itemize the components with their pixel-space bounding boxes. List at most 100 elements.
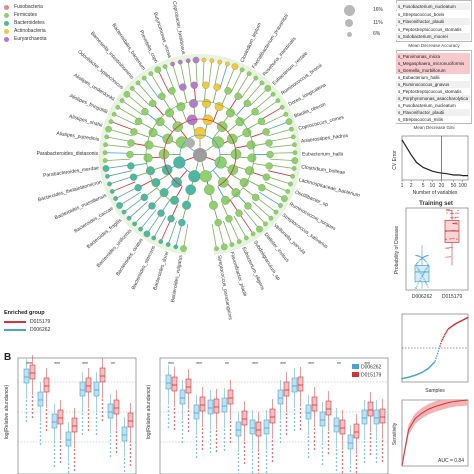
box2-point <box>457 212 459 214</box>
mda-axis-label: Mean Decrease Accuracy <box>408 43 460 48</box>
b-box <box>93 381 100 397</box>
b-outlier <box>299 408 302 410</box>
tree-branch <box>106 136 132 143</box>
phylum-legend-item: Fusobacteria <box>4 3 84 11</box>
tree-tip-node <box>105 173 110 179</box>
b-outlier <box>321 447 324 449</box>
b-outlier <box>81 417 84 419</box>
b-outlier <box>59 445 62 447</box>
b-outlier <box>327 440 330 442</box>
b-outlier <box>115 431 118 433</box>
b-outlier <box>181 425 184 427</box>
tree-inner-node <box>141 108 149 116</box>
tree-branch <box>235 73 250 96</box>
tree-tip-node <box>288 181 293 187</box>
phylum-legend-item: Firmicutes <box>4 11 84 19</box>
b-outlier <box>209 443 212 445</box>
tree-inner-node <box>199 170 212 183</box>
mdg-feature: s_Parvimonas_micra <box>396 53 470 60</box>
b-outlier <box>375 461 378 463</box>
box1-point <box>420 256 422 258</box>
box1-point <box>423 278 425 280</box>
tree-tip-node <box>292 142 297 148</box>
phylum-label: Firmicutes <box>14 12 38 18</box>
b-outlier <box>95 425 98 427</box>
b-box <box>121 426 128 442</box>
box1-point <box>419 256 421 258</box>
b-outlier <box>73 449 76 451</box>
b-box <box>171 376 178 392</box>
tree-branch <box>140 209 157 230</box>
b-outlier <box>313 440 316 442</box>
tree-tip-node <box>291 157 299 164</box>
b-outlier <box>25 408 28 410</box>
b-outlier <box>313 428 316 430</box>
tree-branch <box>137 82 155 103</box>
tree-branch <box>105 158 131 162</box>
b-outlier <box>187 422 190 424</box>
b-outlier <box>187 418 190 420</box>
tree-branch <box>240 77 257 99</box>
b-outlier <box>271 440 274 442</box>
box2-point <box>448 209 450 212</box>
b-outlier <box>53 465 56 467</box>
sorted-point <box>444 332 447 335</box>
b-outlier <box>237 461 240 463</box>
tree-inner-node <box>185 184 196 196</box>
b-outlier <box>375 457 378 459</box>
tree-tip-node <box>220 243 228 251</box>
size-label-small: 6% <box>373 31 381 37</box>
sorted-point <box>446 329 448 332</box>
tree-inner-node <box>179 83 187 91</box>
b-outlier <box>279 441 282 443</box>
size-legend: 16% 11% 6% <box>344 3 394 39</box>
tree-inner-node <box>242 128 252 138</box>
b-outlier <box>95 433 98 435</box>
tree-tip-node <box>292 150 298 156</box>
sorted-xlabel: Samples <box>425 388 445 394</box>
tree-branch <box>263 113 287 126</box>
tree-tip-node <box>102 150 108 156</box>
b-outlier <box>129 456 132 458</box>
b-outlier <box>243 442 246 444</box>
box2-point <box>452 212 454 215</box>
tree-inner-node <box>148 202 156 210</box>
b-box <box>305 404 312 420</box>
b-outlier <box>31 400 34 402</box>
tree-branch <box>255 196 277 213</box>
tree-tip-node <box>115 104 121 110</box>
sorted-point <box>440 342 442 345</box>
b-outlier <box>109 443 112 445</box>
b-outlier <box>363 457 366 459</box>
box1-point <box>426 255 428 257</box>
b-outlier <box>59 457 62 459</box>
size-circle-large <box>344 4 355 16</box>
cv-xlabel: Number of variables <box>413 190 458 196</box>
tree-branch <box>183 223 189 249</box>
b-box <box>339 419 346 435</box>
sorted-point <box>437 350 440 352</box>
tree-label-left: Bacteroides_dorei <box>152 251 170 291</box>
box1-point <box>420 273 422 275</box>
tree-branch <box>153 215 167 239</box>
box1-point <box>418 255 420 257</box>
b-outlier <box>229 433 232 435</box>
b-outlier <box>375 445 378 447</box>
tree-inner-node <box>225 215 233 223</box>
tree-branch <box>128 201 148 219</box>
enriched-line-d006262 <box>4 329 26 331</box>
box1-point <box>422 258 424 260</box>
b-outlier <box>335 461 338 463</box>
tree-tip-node <box>279 104 285 110</box>
box2-point <box>452 223 454 225</box>
b-outlier <box>39 443 42 445</box>
sorted-point <box>443 335 445 338</box>
training-ylabel: Probability of Disease <box>394 226 400 275</box>
b-outlier <box>87 409 90 411</box>
b-outlier <box>115 447 118 449</box>
tree-tip-node <box>201 57 207 63</box>
box1-point <box>423 272 425 274</box>
tree-branch <box>109 175 134 185</box>
b-box <box>199 396 206 412</box>
b-box <box>43 377 50 393</box>
